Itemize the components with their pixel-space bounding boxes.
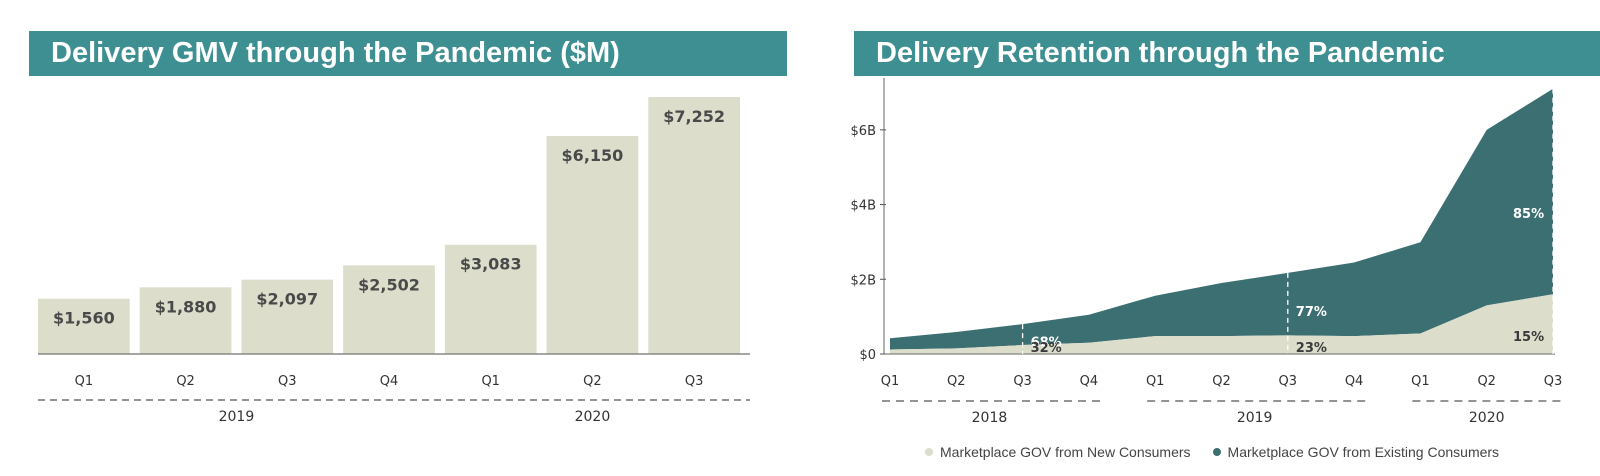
x-tick-label: Q4 [1345, 374, 1364, 389]
bar-value-label: $6,150 [562, 146, 624, 165]
legend-item-new: Marketplace GOV from New Consumers [925, 444, 1191, 460]
year-label: 2019 [1237, 410, 1273, 426]
bar-value-label: $2,502 [358, 275, 420, 294]
x-tick-label: Q1 [481, 374, 500, 389]
x-tick-label: Q3 [1544, 374, 1563, 389]
x-tick-label: Q3 [1013, 374, 1032, 389]
legend-item-existing: Marketplace GOV from Existing Consumers [1212, 444, 1500, 460]
x-tick-label: Q1 [75, 374, 94, 389]
bar [648, 97, 740, 354]
x-tick-label: Q1 [1411, 374, 1430, 389]
x-tick-label: Q3 [685, 374, 704, 389]
bar-value-label: $1,560 [53, 309, 115, 328]
legend-label-existing: Marketplace GOV from Existing Consumers [1227, 444, 1500, 460]
x-tick-label: Q1 [1146, 374, 1165, 389]
year-label: 2020 [1469, 410, 1505, 426]
x-tick-label: Q2 [1477, 374, 1496, 389]
x-tick-label: Q4 [380, 374, 399, 389]
x-tick-label: Q2 [583, 374, 602, 389]
x-tick-label: Q2 [947, 374, 966, 389]
y-tick-label: $0 [859, 348, 876, 363]
annotation-lower-pct: 23% [1296, 341, 1327, 356]
retention-area-chart: $0 $2B $4B $6B Q1 Q2 Q3 Q4 Q1 Q2 Q3 Q4 Q1 Q2 Q3 68%32% 7… [851, 78, 1565, 426]
y-tick-label: $4B [851, 199, 876, 214]
x-tick-label: Q2 [176, 374, 195, 389]
legend-label-new: Marketplace GOV from New Consumers [940, 444, 1191, 460]
annotation-lower-pct: 32% [1031, 341, 1062, 356]
annotation-upper-pct: 85% [1513, 207, 1544, 222]
y-tick-label: $6B [851, 124, 876, 139]
bar [444, 244, 537, 354]
x-tick-label: Q3 [1279, 374, 1298, 389]
x-tick-label: Q2 [1212, 374, 1231, 389]
legend-swatch-new [925, 448, 933, 456]
annotation-upper-pct: 68% [1031, 336, 1062, 351]
gmv-chart-title: Delivery GMV through the Pandemic ($M) [29, 31, 787, 76]
x-tick-label: Q3 [278, 374, 297, 389]
legend-swatch-existing [1212, 448, 1221, 456]
year-label: 2020 [575, 409, 611, 425]
x-tick-label: Q1 [881, 374, 900, 389]
retention-legend: Marketplace GOV from New Consumers Marke… [925, 444, 1521, 460]
year-label: 2019 [219, 409, 255, 425]
annotation-lower-pct: 15% [1513, 330, 1544, 345]
retention-chart-title: Delivery Retention through the Pandemic [854, 31, 1600, 76]
bar [343, 265, 435, 354]
bar-value-label: $7,252 [663, 107, 725, 126]
bar [546, 136, 639, 354]
x-tick-label: Q4 [1080, 374, 1099, 389]
bar-value-label: $2,097 [256, 290, 318, 309]
area-new-consumers [890, 294, 1553, 354]
gmv-bar-chart: $1,560 Q1 $1,880 Q2 $2,097 Q3 $2,502 Q4 $3,083 Q1… [38, 97, 750, 425]
area-existing-consumers [890, 88, 1553, 350]
year-label: 2018 [972, 410, 1008, 426]
bar-value-label: $1,880 [155, 297, 217, 316]
bar [38, 298, 130, 354]
bar [139, 287, 232, 354]
y-tick-label: $2B [851, 273, 876, 288]
bar [241, 279, 334, 354]
bar-value-label: $3,083 [460, 255, 522, 274]
annotation-upper-pct: 77% [1296, 305, 1327, 320]
